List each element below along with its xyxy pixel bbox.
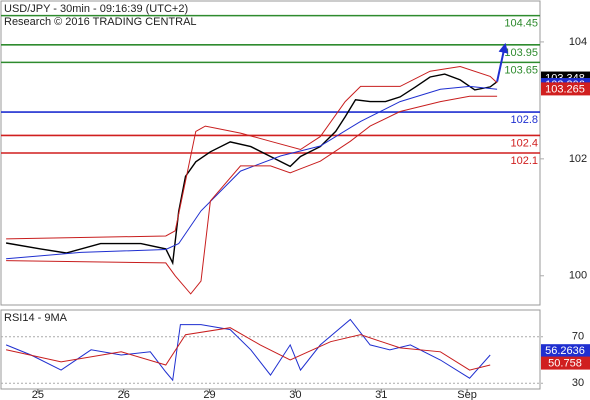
target-arrow bbox=[496, 42, 509, 82]
chart-title: USD/JPY - 30min - 09:16:39 (UTC+2) bbox=[4, 3, 188, 15]
level-label: 102.8 bbox=[510, 114, 538, 126]
y-tick-label: 104 bbox=[569, 36, 587, 48]
y-tick-label: 70 bbox=[572, 331, 584, 343]
level-label: 104.45 bbox=[504, 18, 538, 30]
level-label: 102.1 bbox=[510, 155, 538, 167]
x-tick-label: 29 bbox=[203, 389, 215, 400]
price-tag-label: 103.265 bbox=[545, 83, 585, 95]
x-tick-label: 30 bbox=[289, 389, 301, 400]
y-tick-label: 30 bbox=[572, 377, 584, 389]
series-line bbox=[6, 95, 498, 295]
x-tick-label: 26 bbox=[118, 389, 130, 400]
series-line bbox=[6, 85, 498, 260]
level-label: 103.95 bbox=[504, 47, 538, 59]
panel bbox=[0, 309, 541, 390]
price-tag bbox=[541, 344, 590, 358]
level-label: 103.65 bbox=[504, 64, 538, 76]
price-tag bbox=[541, 356, 590, 370]
price-tag-label: 50.758 bbox=[548, 357, 582, 369]
series-line bbox=[5, 73, 498, 266]
chart-subtitle: Research © 2016 TRADING CENTRAL bbox=[4, 16, 197, 28]
chart-title: RSI14 - 9MA bbox=[4, 312, 68, 324]
series-line bbox=[5, 327, 491, 371]
series-line bbox=[6, 65, 498, 240]
x-tick-label: 31 bbox=[375, 389, 387, 400]
x-tick-label: Sep bbox=[457, 389, 477, 400]
x-tick-label: 25 bbox=[32, 389, 44, 400]
price-tag-label: 56.2636 bbox=[545, 345, 585, 357]
level-label: 102.4 bbox=[510, 137, 538, 149]
price-tag bbox=[541, 82, 590, 96]
y-tick-label: 100 bbox=[569, 270, 587, 282]
y-tick-label: 102 bbox=[569, 153, 587, 165]
